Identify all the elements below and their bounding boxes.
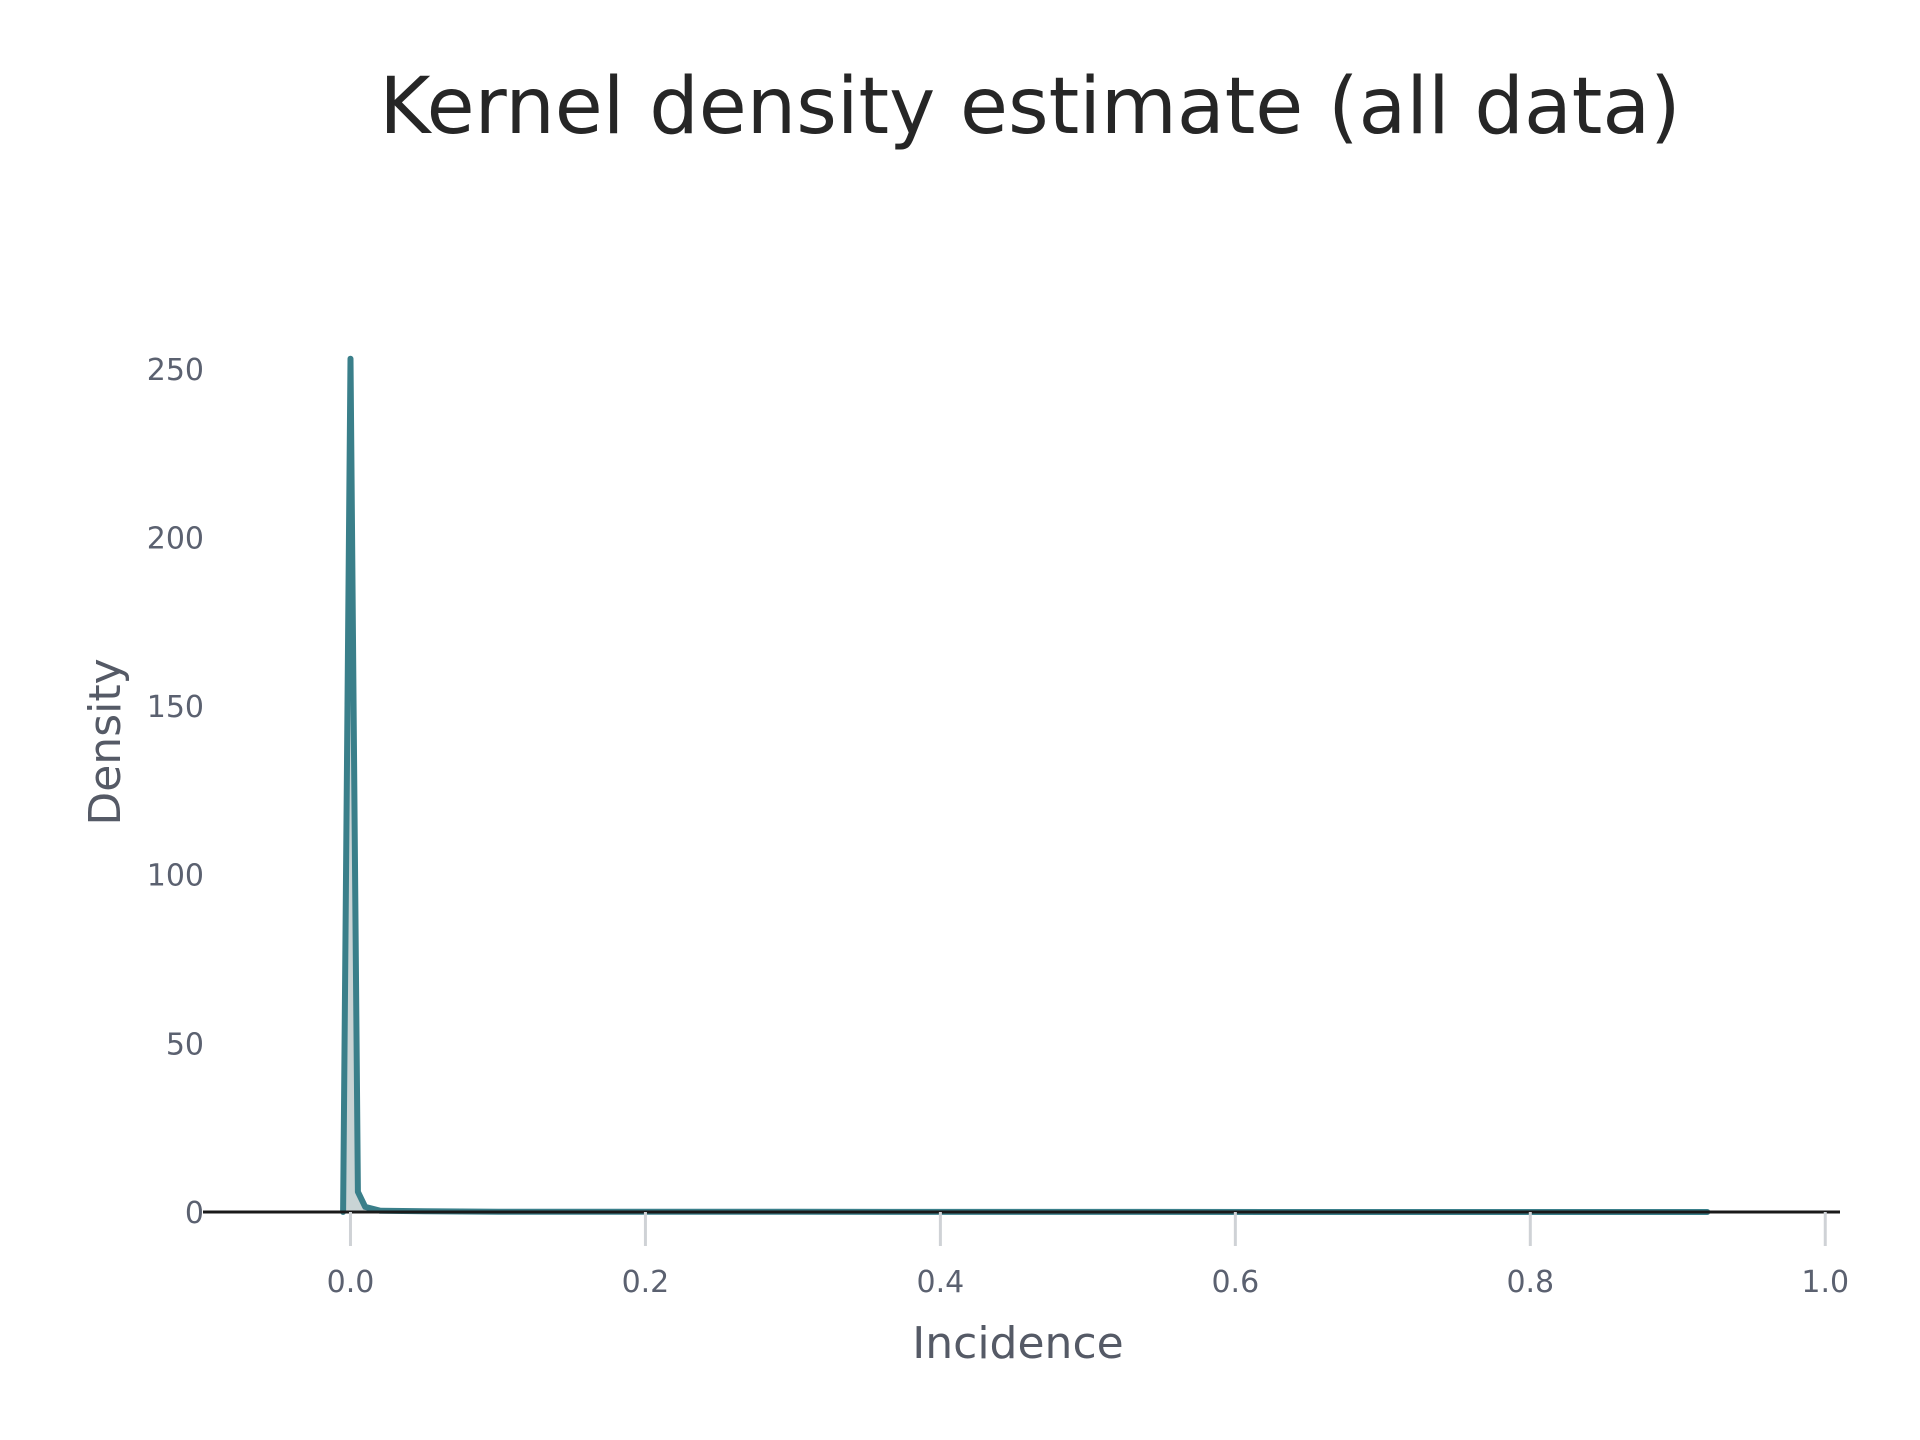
y-tick-label: 150 bbox=[147, 690, 204, 725]
density-line bbox=[340, 355, 1711, 1215]
y-axis-title: Density bbox=[80, 658, 131, 825]
x-axis-ticks: 0.0 0.2 0.4 0.6 0.8 1.0 bbox=[327, 1212, 1849, 1300]
y-tick-label: 200 bbox=[147, 521, 204, 556]
y-tick-label: 50 bbox=[166, 1027, 204, 1062]
x-tick-label: 1.0 bbox=[1801, 1265, 1849, 1300]
x-tick-label: 0.4 bbox=[917, 1265, 965, 1300]
x-tick-label: 0.8 bbox=[1506, 1265, 1554, 1300]
x-axis-title: Incidence bbox=[912, 1318, 1123, 1369]
chart-title: Kernel density estimate (all data) bbox=[379, 62, 1681, 152]
y-tick-label: 0 bbox=[185, 1196, 204, 1231]
x-tick-label: 0.2 bbox=[622, 1265, 670, 1300]
density-fill bbox=[343, 358, 1708, 1212]
y-tick-label: 100 bbox=[147, 859, 204, 894]
plot-area bbox=[203, 355, 1840, 1215]
y-tick-label: 250 bbox=[147, 353, 204, 388]
y-axis-ticks: 0 50 100 150 200 250 bbox=[147, 353, 204, 1231]
x-tick-label: 0.6 bbox=[1211, 1265, 1259, 1300]
x-tick-label: 0.0 bbox=[327, 1265, 375, 1300]
